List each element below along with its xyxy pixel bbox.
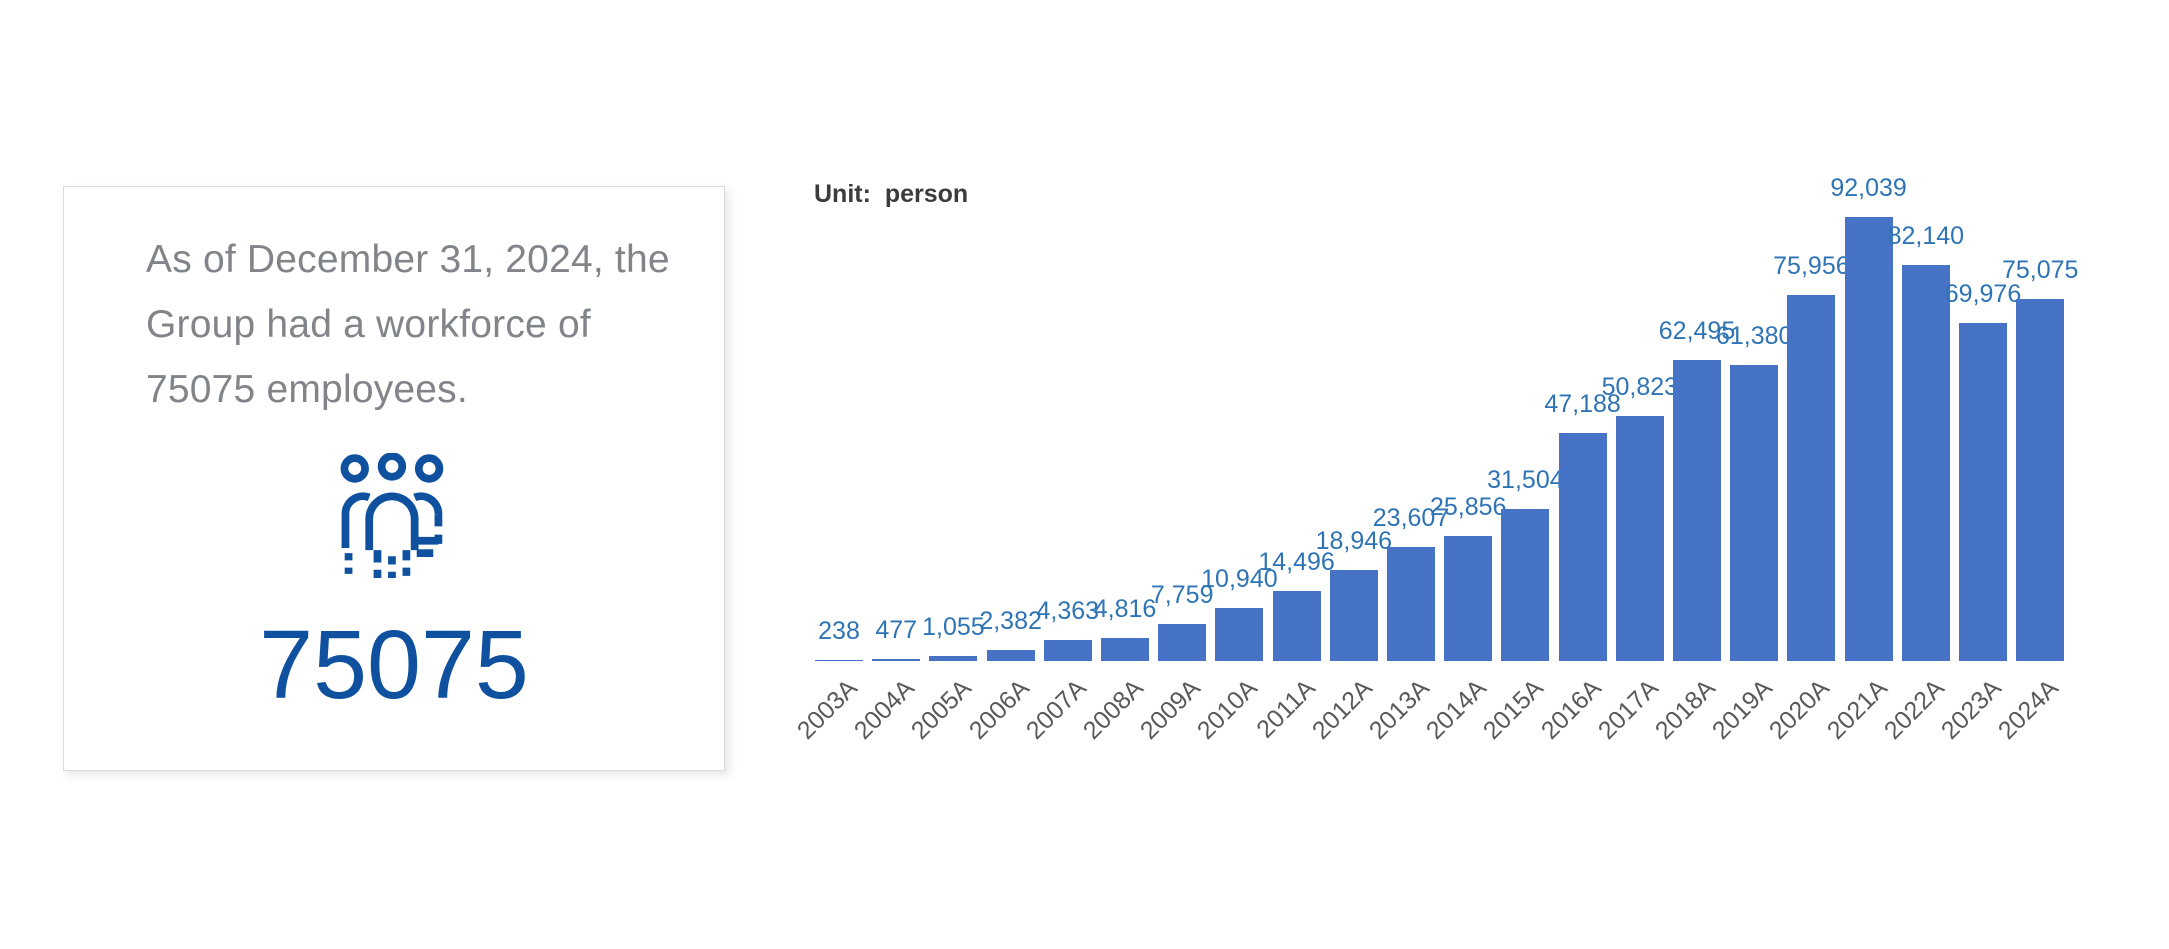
bar-value-label-2021A: 92,039 <box>1830 174 1907 202</box>
x-tick-label-2013A: 2013A <box>1363 674 1435 745</box>
bar-value-label-2022A: 82,140 <box>1887 221 1965 250</box>
bar-value-label-2015A: 31,504 <box>1487 466 1564 495</box>
x-tick-label-2019A: 2019A <box>1707 674 1778 745</box>
bar-2010A <box>1215 608 1264 661</box>
bar-2021A <box>1844 217 1893 661</box>
bar-value-label-2023A: 69,976 <box>1944 280 2022 309</box>
bar-2019A <box>1730 364 1779 661</box>
bar-2009A <box>1158 623 1207 661</box>
workforce-summary-text: As of December 31, 2024, the Group had a… <box>146 227 670 422</box>
bar-value-label-2020A: 75,956 <box>1773 251 1850 280</box>
bar-value-label-2018A: 62,495 <box>1658 316 1736 345</box>
bar-2014A <box>1444 536 1493 661</box>
bar-value-label-2009A: 7,759 <box>1150 580 1214 609</box>
x-tick-label-2009A: 2009A <box>1135 674 1206 745</box>
bar-2020A <box>1787 294 1836 661</box>
x-tick-label-2017A: 2017A <box>1592 674 1664 745</box>
bar-value-label-2006A: 2,382 <box>979 606 1042 635</box>
x-tick-label-2003A: 2003A <box>791 674 863 745</box>
x-tick-label-2004A: 2004A <box>849 674 920 745</box>
x-tick-label-2022A: 2022A <box>1878 674 1950 745</box>
bar-2012A <box>1329 569 1378 661</box>
x-tick-label-2016A: 2016A <box>1535 674 1607 745</box>
bar-value-label-2019A: 61,380 <box>1715 321 1793 350</box>
bar-2004A <box>872 658 921 661</box>
bar-2023A <box>1959 323 2007 661</box>
bar-2011A <box>1272 591 1321 661</box>
bar-2005A <box>929 655 978 661</box>
x-tick-label-2014A: 2014A <box>1421 674 1492 745</box>
bar-2006A <box>986 649 1035 661</box>
x-tick-label-2024A: 2024A <box>1993 674 2064 745</box>
chart-unit-label: Unit: person <box>814 180 969 208</box>
x-tick-label-2008A: 2008A <box>1077 674 1149 745</box>
team-people-icon <box>340 452 448 579</box>
bar-value-label-2007A: 4,363 <box>1036 596 1100 625</box>
x-tick-label-2005A: 2005A <box>906 674 978 745</box>
bar-value-label-2017A: 50,823 <box>1601 372 1679 401</box>
bar-2015A <box>1501 509 1550 661</box>
x-tick-label-2006A: 2006A <box>963 674 1035 745</box>
x-tick-label-2018A: 2018A <box>1649 674 1721 745</box>
x-tick-label-2011A: 2011A <box>1250 674 1321 744</box>
workforce-count: 75075 <box>259 610 529 719</box>
bar-value-label-2008A: 4,816 <box>1093 594 1157 623</box>
workforce-summary-card: As of December 31, 2024, the Group had a… <box>63 186 725 771</box>
x-tick-label-2007A: 2007A <box>1020 674 1092 745</box>
bar-2022A <box>1901 264 1950 661</box>
summary-line-3: 75075 employees. <box>146 368 468 411</box>
bar-value-label-2005A: 1,055 <box>922 612 985 641</box>
bar-value-label-2003A: 238 <box>818 616 860 645</box>
bar-value-label-2024A: 75,075 <box>2001 255 2079 284</box>
bar-value-label-2013A: 23,607 <box>1372 504 1450 533</box>
bar-value-label-2010A: 10,940 <box>1201 565 1278 594</box>
x-tick-label-2012A: 2012A <box>1306 674 1378 745</box>
x-tick-label-2010A: 2010A <box>1192 674 1264 745</box>
bar-value-label-2012A: 18,946 <box>1315 526 1393 555</box>
bar-2024A <box>2016 298 2065 661</box>
bar-2007A <box>1043 639 1092 661</box>
x-tick-label-2015A: 2015A <box>1478 674 1550 745</box>
bar-2018A <box>1673 359 1721 661</box>
bar-value-label-2014A: 25,856 <box>1429 493 1507 522</box>
bar-value-label-2004A: 477 <box>875 615 918 644</box>
bar-2003A <box>815 659 863 661</box>
bar-2016A <box>1558 433 1607 661</box>
bar-2013A <box>1387 547 1435 661</box>
summary-line-2: Group had a workforce of <box>146 303 591 346</box>
x-tick-label-2023A: 2023A <box>1935 674 2007 745</box>
bar-value-label-2011A: 14,496 <box>1258 548 1335 577</box>
x-tick-label-2021A: 2021A <box>1821 674 1893 745</box>
bar-value-label-2016A: 47,188 <box>1544 390 1621 419</box>
summary-line-1: As of December 31, 2024, the <box>146 238 670 281</box>
bar-2017A <box>1615 415 1664 661</box>
bar-2008A <box>1101 637 1149 661</box>
x-tick-label-2020A: 2020A <box>1764 674 1836 745</box>
